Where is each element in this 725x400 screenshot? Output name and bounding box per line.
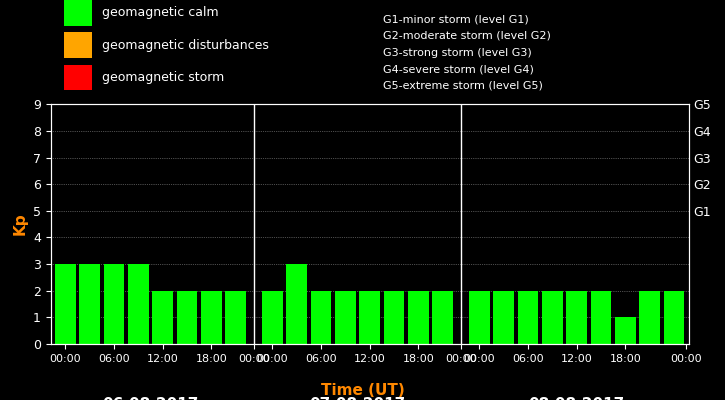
Bar — [225, 291, 246, 344]
Bar — [469, 291, 489, 344]
Bar — [408, 291, 428, 344]
Bar — [384, 291, 405, 344]
Bar — [177, 291, 197, 344]
Bar — [335, 291, 356, 344]
Text: Time (UT): Time (UT) — [320, 383, 405, 398]
Y-axis label: Kp: Kp — [12, 213, 28, 236]
Text: G3-strong storm (level G3): G3-strong storm (level G3) — [383, 48, 531, 58]
Bar — [201, 291, 222, 344]
Text: 06.08.2017: 06.08.2017 — [102, 397, 199, 400]
Text: G2-moderate storm (level G2): G2-moderate storm (level G2) — [383, 31, 550, 41]
Text: geomagnetic calm: geomagnetic calm — [102, 6, 218, 20]
Bar — [615, 317, 636, 344]
Bar — [591, 291, 611, 344]
Bar — [64, 0, 92, 26]
Bar — [518, 291, 539, 344]
Bar — [128, 264, 149, 344]
Bar — [286, 264, 307, 344]
Bar — [55, 264, 75, 344]
Text: 08.08.2017: 08.08.2017 — [529, 397, 625, 400]
Text: G5-extreme storm (level G5): G5-extreme storm (level G5) — [383, 81, 542, 91]
Text: 07.08.2017: 07.08.2017 — [310, 397, 406, 400]
Bar — [262, 291, 283, 344]
Text: geomagnetic storm: geomagnetic storm — [102, 71, 224, 84]
Text: G4-severe storm (level G4): G4-severe storm (level G4) — [383, 64, 534, 74]
Bar — [64, 64, 92, 90]
Bar — [104, 264, 125, 344]
Text: G1-minor storm (level G1): G1-minor storm (level G1) — [383, 14, 529, 24]
Bar — [566, 291, 587, 344]
Bar — [432, 291, 453, 344]
Bar — [493, 291, 514, 344]
Bar — [639, 291, 660, 344]
Bar — [542, 291, 563, 344]
Bar — [152, 291, 173, 344]
Bar — [311, 291, 331, 344]
Text: geomagnetic disturbances: geomagnetic disturbances — [102, 39, 269, 52]
Bar — [79, 264, 100, 344]
Bar — [64, 32, 92, 58]
Bar — [664, 291, 684, 344]
Bar — [360, 291, 380, 344]
